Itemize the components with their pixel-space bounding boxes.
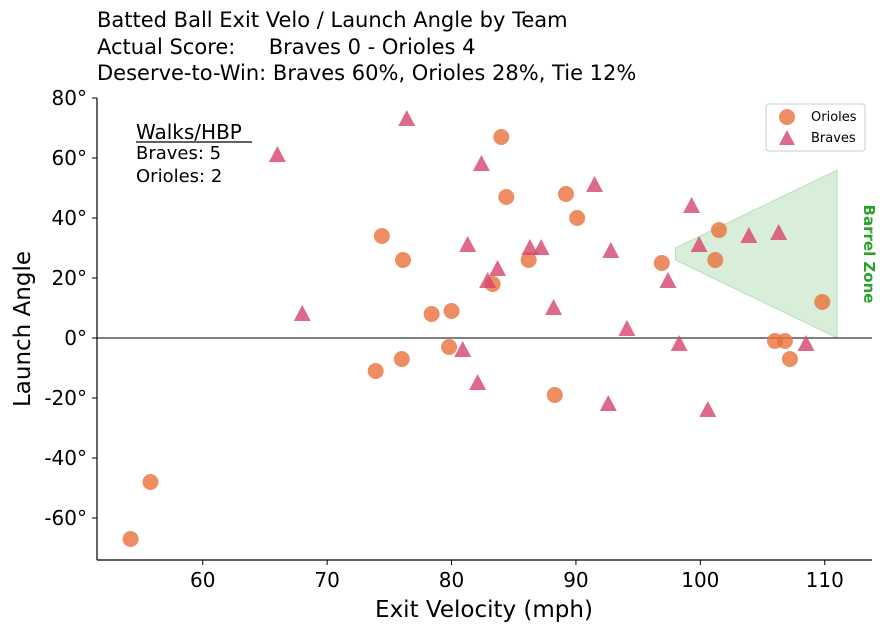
y-ticks: -60° -40° -20° 0° 20° 40° 60° 80° (44, 86, 97, 530)
y-tick-label: 20° (52, 266, 87, 290)
y-axis-label: Launch Angle (10, 251, 36, 407)
orioles-point (493, 129, 510, 145)
orioles-point (776, 333, 793, 349)
barrel-zone-layer (674, 169, 838, 339)
barrel-zone-area (674, 169, 838, 339)
y-tick-label: 0° (64, 326, 87, 350)
braves-point (398, 110, 416, 126)
orioles-point (707, 252, 724, 268)
y-tick-label: -20° (44, 386, 87, 410)
legend-marker-orioles (779, 109, 795, 125)
x-tick-label: 80 (439, 568, 464, 592)
orioles-point (814, 294, 831, 310)
braves-point (479, 272, 497, 288)
walks-heading: Walks/HBP (136, 120, 242, 144)
braves-point (268, 146, 286, 162)
orioles-point (546, 387, 563, 403)
braves-point (469, 374, 487, 390)
orioles-point (710, 222, 727, 238)
braves-point (532, 239, 550, 255)
points-layer (122, 110, 831, 547)
braves-point (740, 227, 758, 243)
braves-point (690, 236, 708, 252)
braves-point (293, 305, 311, 321)
braves-point (699, 401, 717, 417)
x-tick-label: 110 (806, 568, 844, 592)
orioles-point (520, 252, 537, 268)
braves-point (545, 299, 563, 315)
legend-label-orioles: Orioles (811, 110, 857, 125)
x-tick-label: 90 (563, 568, 588, 592)
braves-point (602, 242, 620, 258)
orioles-point (557, 186, 574, 202)
barrel-zone-label: Barrel Zone (860, 205, 878, 304)
chart-title-line-3: Deserve-to-Win: Braves 60%, Orioles 28%,… (97, 61, 637, 85)
braves-point (489, 260, 507, 276)
chart-title-line-1: Batted Ball Exit Velo / Launch Angle by … (97, 8, 568, 32)
orioles-point (443, 303, 460, 319)
braves-point (659, 272, 677, 288)
braves-point (459, 236, 477, 252)
legend-label-braves: Braves (811, 131, 856, 146)
y-tick-label: -40° (44, 446, 87, 470)
orioles-point (423, 306, 440, 322)
braves-point (670, 335, 688, 351)
braves-point (454, 341, 472, 357)
walks-braves: Braves: 5 (136, 143, 221, 164)
orioles-point (569, 210, 586, 226)
orioles-point (653, 255, 670, 271)
walks-orioles: Orioles: 2 (136, 166, 222, 187)
braves-point (586, 176, 604, 192)
legend: Orioles Braves (765, 103, 866, 152)
chart-title-line-2: Actual Score: Braves 0 - Orioles 4 (97, 35, 476, 59)
x-tick-label: 70 (314, 568, 339, 592)
braves-point (521, 239, 539, 255)
y-tick-label: -60° (44, 506, 87, 530)
braves-point (472, 155, 490, 171)
orioles-point (122, 531, 139, 547)
braves-point (797, 335, 815, 351)
orioles-point (373, 228, 390, 244)
braves-point (618, 320, 636, 336)
legend-marker-braves (779, 130, 795, 145)
braves-point (683, 197, 701, 213)
orioles-point (367, 363, 384, 379)
orioles-point (441, 339, 458, 355)
x-ticks: 60 70 80 90 100 110 (190, 560, 844, 592)
orioles-point (498, 189, 515, 205)
y-tick-label: 60° (52, 146, 87, 170)
braves-point (770, 224, 788, 240)
x-tick-label: 100 (681, 568, 719, 592)
y-tick-label: 40° (52, 206, 87, 230)
orioles-point (395, 252, 412, 268)
x-axis-label: Exit Velocity (mph) (375, 597, 593, 623)
x-tick-label: 60 (190, 568, 215, 592)
y-tick-label: 80° (52, 86, 87, 110)
orioles-point (781, 351, 798, 367)
orioles-point (393, 351, 410, 367)
orioles-point (142, 474, 159, 490)
braves-point (599, 395, 617, 411)
